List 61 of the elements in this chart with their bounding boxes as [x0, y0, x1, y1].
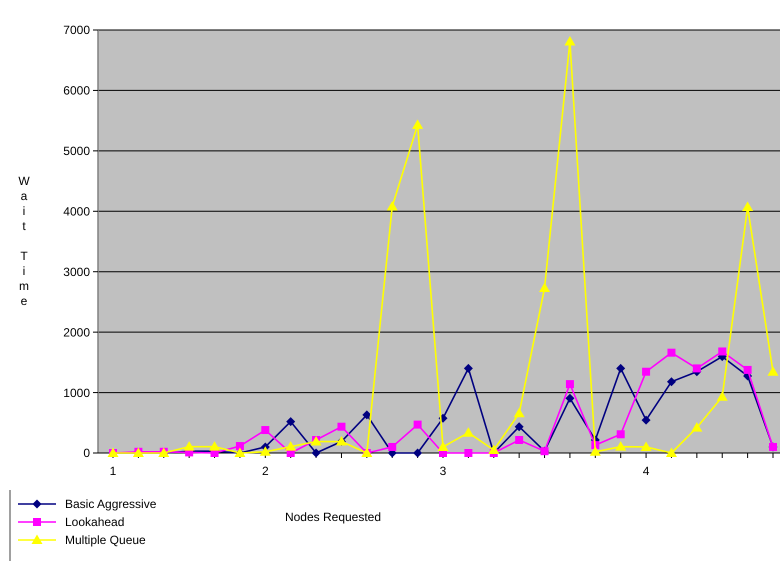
point	[691, 422, 702, 432]
point	[616, 430, 625, 438]
y-tick-label: 6000	[63, 84, 90, 98]
point	[184, 441, 195, 451]
x-tick-label: 1	[110, 464, 117, 478]
point	[564, 36, 576, 46]
point	[692, 364, 701, 372]
y-tick-label: 3000	[63, 264, 90, 279]
point	[744, 366, 752, 374]
x-tick-label: 4	[642, 464, 650, 478]
point	[666, 377, 676, 386]
text: Wait Time	[18, 174, 30, 308]
point	[438, 441, 448, 451]
legend-label: Basic Aggressive	[65, 497, 157, 512]
point	[362, 410, 372, 420]
point	[514, 422, 524, 432]
point	[642, 416, 651, 425]
point	[412, 119, 424, 129]
point	[260, 446, 271, 456]
x-tick-label: 3	[440, 464, 447, 478]
legend-label: Lookahead	[65, 515, 124, 530]
point	[386, 200, 398, 210]
point	[515, 436, 524, 444]
point	[286, 417, 296, 426]
point	[615, 441, 626, 451]
y-tick-label: 0	[83, 446, 90, 460]
point	[616, 364, 626, 373]
point	[716, 391, 728, 401]
point	[488, 444, 500, 454]
point	[236, 442, 244, 450]
point	[539, 282, 550, 292]
point	[768, 366, 778, 376]
point	[209, 441, 220, 451]
point	[413, 448, 422, 458]
point	[667, 348, 676, 357]
point	[312, 448, 321, 458]
point	[640, 441, 652, 451]
point	[565, 394, 574, 403]
point	[566, 380, 574, 388]
legend-label: Multiple Queue	[65, 533, 146, 548]
y-tick-label: 4000	[63, 204, 90, 218]
point	[718, 347, 726, 356]
y-tick-label: 2000	[63, 325, 90, 340]
y-tick-label: 5000	[63, 144, 90, 158]
point	[337, 422, 346, 431]
point	[464, 449, 472, 457]
point	[590, 446, 601, 456]
point	[388, 442, 396, 451]
point	[285, 441, 296, 451]
point	[464, 364, 473, 373]
point	[414, 420, 422, 429]
y-tick-label: 7000	[63, 23, 90, 38]
x-tick-label: 2	[262, 464, 269, 478]
point	[666, 448, 677, 457]
point	[261, 426, 270, 434]
point	[462, 427, 474, 437]
point	[642, 368, 650, 376]
x-axis-title: Nodes Requested	[284, 510, 382, 524]
point	[742, 202, 754, 212]
point	[514, 408, 525, 418]
y-tick-label: 1000	[63, 386, 90, 400]
